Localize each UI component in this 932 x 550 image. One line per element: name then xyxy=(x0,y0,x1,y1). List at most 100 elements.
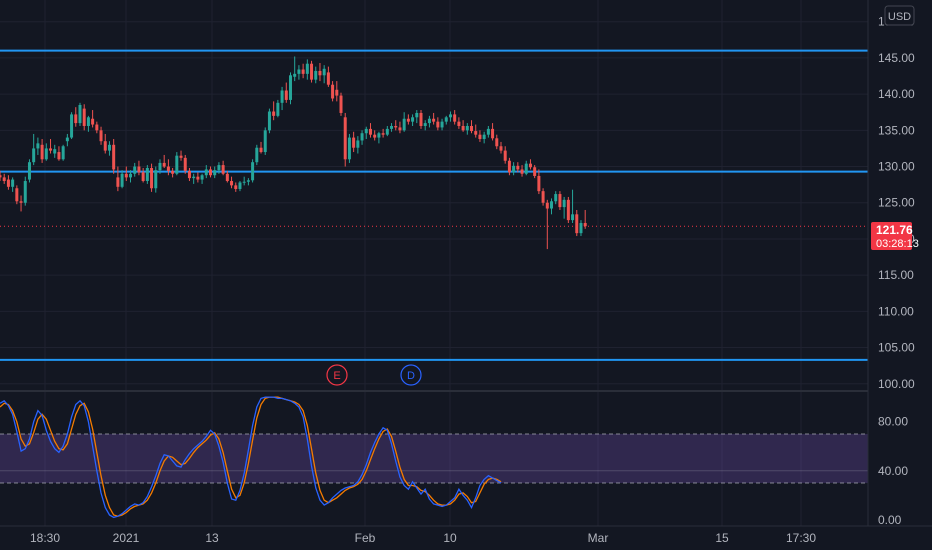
candle-body xyxy=(213,170,217,176)
candle xyxy=(217,162,221,174)
candle xyxy=(406,114,410,125)
candle-body xyxy=(217,165,221,171)
event-marker-label: E xyxy=(333,370,340,382)
candle-body xyxy=(528,163,532,168)
candle xyxy=(204,165,208,179)
candle xyxy=(40,139,44,163)
candle xyxy=(364,126,368,140)
candle-body xyxy=(512,165,516,173)
time-tick-label[interactable]: Mar xyxy=(588,531,609,545)
candle-body xyxy=(448,114,452,118)
candle xyxy=(335,81,339,102)
time-tick-label[interactable]: Feb xyxy=(355,531,376,545)
candle-body xyxy=(6,179,10,187)
candle-body xyxy=(550,201,554,209)
event-marker-label: D xyxy=(407,370,415,382)
time-tick-label[interactable]: 13 xyxy=(205,531,219,545)
candle-body xyxy=(482,134,486,140)
event-marker-circle[interactable] xyxy=(400,364,422,386)
candle xyxy=(53,144,57,158)
candle-body xyxy=(246,180,250,182)
candle xyxy=(385,125,389,137)
candle-body xyxy=(65,137,69,142)
event-marker-d[interactable]: D xyxy=(400,364,422,386)
candle-body xyxy=(495,138,499,147)
candle xyxy=(187,167,191,182)
candle xyxy=(377,131,381,144)
stoch-tick-label[interactable]: 0.00 xyxy=(878,513,902,527)
candle xyxy=(448,111,452,122)
price-tick-label[interactable]: 140.00 xyxy=(878,87,915,101)
stoch-axis-labels[interactable]: 0.00 40.00 80.00 xyxy=(878,415,908,527)
event-marker-e[interactable]: E xyxy=(326,364,348,386)
candle xyxy=(436,117,440,131)
candle xyxy=(234,182,238,192)
candle-body xyxy=(78,104,82,124)
horizontal-lines[interactable] xyxy=(0,49,868,361)
candle xyxy=(507,157,511,176)
candle-body xyxy=(314,70,318,80)
candle-body xyxy=(103,141,107,151)
price-tick-label[interactable]: 135.00 xyxy=(878,123,915,137)
stoch-d-series xyxy=(0,396,502,517)
event-marker-circle[interactable] xyxy=(326,364,348,386)
time-axis-labels[interactable]: 18:30 2021 13 Feb 10 Mar 15 17:30 xyxy=(30,531,816,545)
time-tick-label[interactable]: 15 xyxy=(715,531,729,545)
candle-body xyxy=(427,118,431,124)
price-tick-label[interactable]: 115.00 xyxy=(878,268,914,282)
candle xyxy=(415,110,419,124)
candle-body xyxy=(520,169,524,174)
candle-body xyxy=(179,155,183,158)
candle xyxy=(566,196,570,224)
candle xyxy=(444,115,448,125)
candle xyxy=(558,191,562,210)
last-price-badge xyxy=(871,222,912,250)
candle-body xyxy=(259,147,263,153)
currency-label[interactable]: USD xyxy=(888,11,911,23)
time-tick-label[interactable]: 2021 xyxy=(113,531,140,545)
stoch-tick-label[interactable]: 80.00 xyxy=(878,415,908,429)
candle xyxy=(251,159,255,183)
candle xyxy=(482,131,486,144)
candle xyxy=(183,154,187,174)
candle-body xyxy=(339,95,343,113)
candle xyxy=(276,99,280,118)
candle xyxy=(179,150,183,161)
time-tick-label[interactable]: 17:30 xyxy=(786,531,816,545)
currency-button-frame[interactable] xyxy=(884,5,915,26)
price-tick-label[interactable]: 145.00 xyxy=(878,51,915,65)
candle-body xyxy=(53,149,57,154)
candle-body xyxy=(533,167,537,176)
candle xyxy=(103,133,107,154)
candle-body xyxy=(385,128,389,135)
candle xyxy=(158,159,162,174)
candle-body xyxy=(57,152,61,160)
time-tick-label[interactable]: 10 xyxy=(443,531,457,545)
price-tick-label[interactable]: 125.00 xyxy=(878,196,915,210)
currency-button[interactable]: USD xyxy=(884,5,915,26)
candle xyxy=(390,123,394,132)
candle-body xyxy=(238,182,242,189)
candle xyxy=(326,66,330,87)
candle xyxy=(293,56,297,82)
candle-body xyxy=(474,131,478,135)
stoch-tick-label[interactable]: 40.00 xyxy=(878,464,908,478)
candle xyxy=(263,127,267,155)
candle xyxy=(44,143,48,161)
price-tick-label[interactable]: 100.00 xyxy=(878,377,915,391)
price-tick-label[interactable]: 105.00 xyxy=(878,341,915,355)
candle-body xyxy=(566,199,570,221)
candle xyxy=(453,110,457,125)
time-tick-label[interactable]: 18:30 xyxy=(30,531,60,545)
candle-body xyxy=(74,114,78,124)
candle xyxy=(107,141,111,156)
candle xyxy=(221,160,225,176)
candle xyxy=(491,123,495,141)
candle-body xyxy=(394,125,398,128)
candle-body xyxy=(251,162,255,181)
candle-body xyxy=(461,125,465,131)
candle-body xyxy=(145,167,149,182)
price-tick-label[interactable]: 130.00 xyxy=(878,160,915,174)
price-tick-label[interactable]: 110.00 xyxy=(878,304,914,318)
